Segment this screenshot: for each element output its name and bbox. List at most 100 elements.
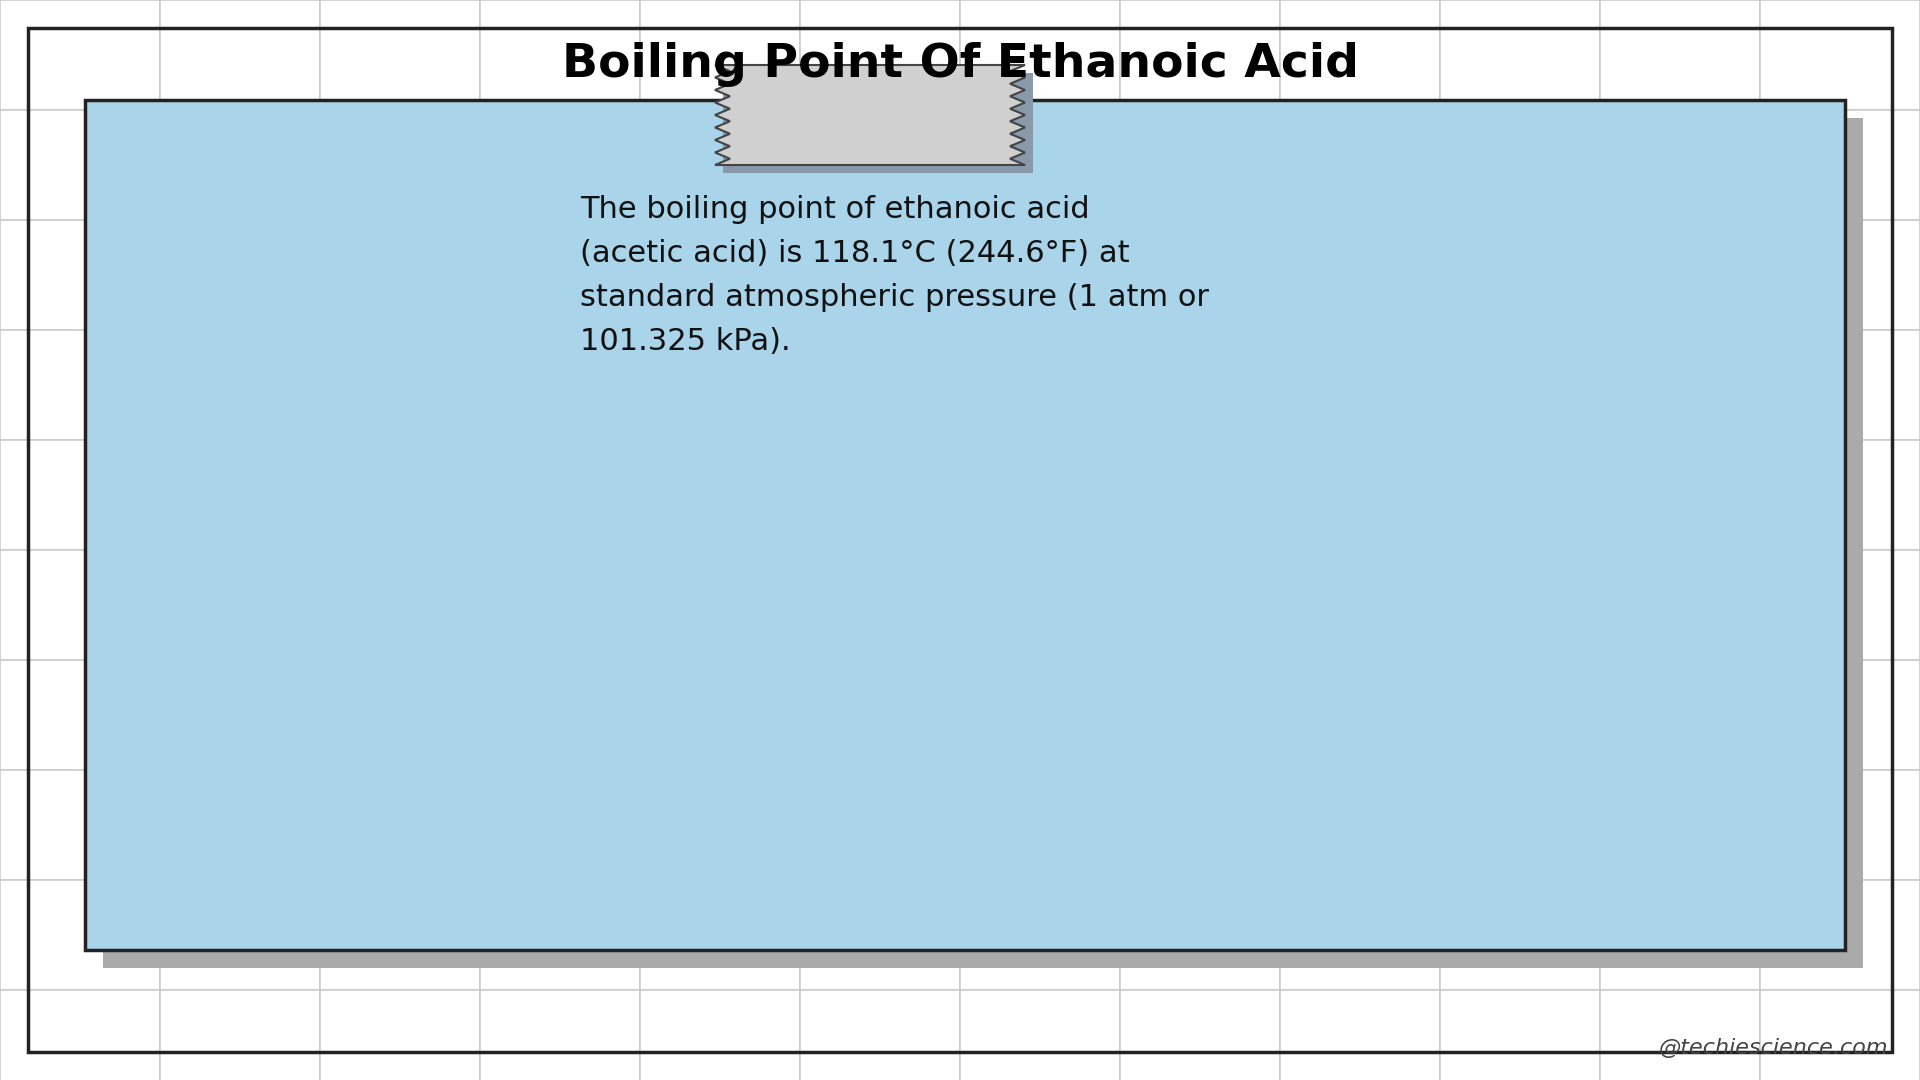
Bar <box>801 0 960 110</box>
Bar <box>1440 550 1599 660</box>
Bar <box>1599 0 1761 110</box>
Bar <box>1119 330 1281 440</box>
Bar <box>1440 110 1599 220</box>
Bar <box>639 220 801 330</box>
Bar <box>159 770 321 880</box>
Bar <box>159 0 321 110</box>
Bar <box>724 73 1033 173</box>
Bar <box>480 110 639 220</box>
Bar <box>1281 660 1440 770</box>
Bar <box>801 440 960 550</box>
Bar <box>639 990 801 1080</box>
Bar <box>159 660 321 770</box>
Bar <box>801 550 960 660</box>
Bar <box>960 660 1119 770</box>
Bar <box>960 990 1119 1080</box>
Bar <box>960 110 1119 220</box>
Bar <box>1599 220 1761 330</box>
Bar <box>321 550 480 660</box>
Bar <box>1761 0 1920 110</box>
Bar <box>1761 220 1920 330</box>
Bar <box>0 440 159 550</box>
Bar <box>639 660 801 770</box>
Bar <box>1761 770 1920 880</box>
Bar <box>1281 0 1440 110</box>
Bar <box>321 0 480 110</box>
Bar <box>1761 990 1920 1080</box>
Bar <box>1761 550 1920 660</box>
Bar <box>1119 770 1281 880</box>
Bar <box>1281 110 1440 220</box>
Bar <box>1440 990 1599 1080</box>
Bar <box>1440 770 1599 880</box>
Bar <box>639 880 801 990</box>
Bar <box>0 990 159 1080</box>
Bar <box>639 550 801 660</box>
Bar <box>1440 330 1599 440</box>
Bar <box>480 660 639 770</box>
Bar <box>0 110 159 220</box>
Bar <box>1599 550 1761 660</box>
Bar <box>1761 110 1920 220</box>
Bar <box>104 118 1862 968</box>
Bar <box>639 770 801 880</box>
Bar <box>0 880 159 990</box>
Bar <box>0 330 159 440</box>
Bar <box>159 550 321 660</box>
Bar <box>1599 330 1761 440</box>
Text: Boiling Point Of Ethanoic Acid: Boiling Point Of Ethanoic Acid <box>561 42 1359 87</box>
Bar <box>480 880 639 990</box>
Bar <box>321 770 480 880</box>
Bar <box>1119 880 1281 990</box>
Bar <box>1281 330 1440 440</box>
Bar <box>801 990 960 1080</box>
Bar <box>1119 440 1281 550</box>
Bar <box>1281 880 1440 990</box>
Bar <box>1599 660 1761 770</box>
Bar <box>801 220 960 330</box>
Bar <box>960 220 1119 330</box>
Bar <box>639 0 801 110</box>
Bar <box>801 660 960 770</box>
Bar <box>480 330 639 440</box>
Bar <box>321 990 480 1080</box>
Bar <box>1440 660 1599 770</box>
Bar <box>480 0 639 110</box>
Bar <box>1599 440 1761 550</box>
Bar <box>1761 880 1920 990</box>
Polygon shape <box>714 65 1025 165</box>
Text: @techiescience.com: @techiescience.com <box>1659 1038 1887 1058</box>
Bar <box>321 110 480 220</box>
Bar <box>159 880 321 990</box>
Bar <box>1599 110 1761 220</box>
Bar <box>801 330 960 440</box>
Bar <box>639 330 801 440</box>
Bar <box>1761 660 1920 770</box>
Bar <box>159 330 321 440</box>
Bar <box>801 110 960 220</box>
Bar <box>1281 770 1440 880</box>
Bar <box>159 440 321 550</box>
Bar <box>1119 220 1281 330</box>
Bar <box>321 220 480 330</box>
Bar <box>1119 0 1281 110</box>
Bar <box>1440 440 1599 550</box>
Bar <box>159 220 321 330</box>
Bar <box>1599 770 1761 880</box>
Bar <box>1440 220 1599 330</box>
Bar <box>0 220 159 330</box>
Bar <box>1281 550 1440 660</box>
Text: The boiling point of ethanoic acid
(acetic acid) is 118.1°C (244.6°F) at
standar: The boiling point of ethanoic acid (acet… <box>580 195 1210 355</box>
Bar <box>1599 990 1761 1080</box>
Bar <box>960 0 1119 110</box>
Bar <box>480 990 639 1080</box>
Bar <box>1119 550 1281 660</box>
Bar <box>1281 220 1440 330</box>
Bar <box>0 550 159 660</box>
Bar <box>0 770 159 880</box>
Bar <box>960 880 1119 990</box>
Bar <box>1119 990 1281 1080</box>
Bar <box>960 440 1119 550</box>
Bar <box>1440 880 1599 990</box>
Bar <box>1281 990 1440 1080</box>
